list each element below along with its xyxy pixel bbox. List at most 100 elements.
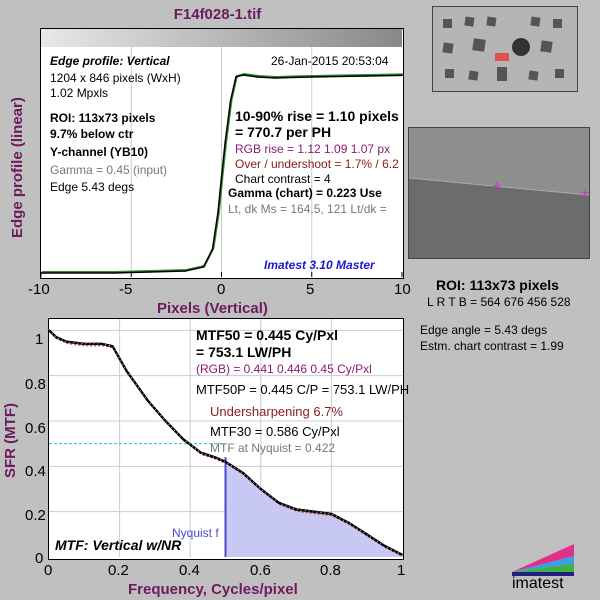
edge-x-tick: 0 [217, 281, 226, 298]
rise-value: 10-90% rise = 1.10 pixels [235, 108, 399, 124]
mtf-nyquist: MTF at Nyquist = 0.422 [210, 441, 336, 455]
edge-roi: ROI: 113x73 pixels [50, 111, 156, 125]
mtf30-value: MTF30 = 0.586 Cy/Pxl [210, 424, 340, 439]
mtf-point [101, 343, 103, 345]
mtf-point [214, 456, 216, 459]
edge-x-tick: 10 [394, 281, 411, 298]
edge-date: 26-Jan-2015 20:53:04 [271, 54, 389, 68]
mtf-point [224, 461, 227, 463]
mtf-x-tick: 0.6 [250, 562, 271, 579]
edge-point [235, 76, 237, 78]
mtf50-lwph: = 753.1 LW/PH [196, 344, 292, 360]
edge-point [292, 76, 295, 79]
mtf-y-tick: 1 [35, 331, 44, 348]
mtf-x-tick: 0 [44, 562, 53, 579]
mtf-point [348, 522, 350, 524]
mtf-point [401, 553, 403, 556]
overshoot: Over / undershoot = 1.7% / 6.2 [235, 157, 399, 171]
roi-contrast: Estm. chart contrast = 1.99 [420, 339, 564, 353]
nyquist-region [225, 461, 402, 557]
mtf50p-value: MTF50P = 0.445 C/P = 753.1 LW/PH [196, 382, 410, 397]
edge-degrees: Edge 5.43 degs [50, 180, 135, 194]
chart-thumbnail [432, 6, 578, 92]
edge-point [229, 100, 232, 102]
edge-point [184, 270, 187, 272]
mtf-x-tick: 1 [397, 562, 406, 579]
edge-channel: Y-channel (YB10) [50, 145, 149, 159]
mtf-point [260, 488, 262, 490]
edge-x-tick: -5 [119, 281, 133, 298]
edge-point [220, 176, 223, 178]
mtf-y-tick: 0.8 [25, 376, 46, 393]
roi-edge-angle: Edge angle = 5.43 degs [420, 323, 548, 337]
mtf-point [55, 336, 57, 338]
edge-x-axis-label: Pixels (Vertical) [157, 300, 268, 317]
edge-point [202, 266, 205, 268]
mtf-red-line [49, 331, 404, 558]
mtf-point [383, 544, 386, 547]
mtf-point [242, 472, 244, 474]
mtf-y-axis-label: SFR (MTF) [2, 403, 19, 478]
edge-point [148, 271, 151, 273]
roi-size: ROI: 113x73 pixels [436, 277, 559, 293]
mtf-x-tick: 0.4 [179, 562, 200, 579]
rgb-rise: RGB rise = 1.12 1.09 1.07 px [235, 142, 391, 156]
rise-per-ph: = 770.7 per PH [235, 124, 332, 140]
edge-point [329, 75, 331, 78]
edge-plot-header-bar [41, 29, 402, 47]
mtf-point [83, 343, 86, 345]
edge-x-tick: -10 [28, 281, 50, 298]
mtf-point [295, 508, 297, 511]
mtf-point [312, 510, 315, 513]
edge-point [274, 77, 277, 79]
gamma-chart: Gamma (chart) = 0.223 Use [228, 186, 382, 200]
mtf-point [277, 501, 280, 504]
edge-info-mpxls: 1.02 Mpxls [50, 86, 109, 100]
mtf-x-axis-label: Frequency, Cycles/pixel [128, 581, 298, 598]
mtf-point [182, 438, 184, 440]
edge-heading: Edge profile: Vertical [50, 54, 170, 68]
mtf-point [125, 370, 128, 372]
mtf-point [365, 533, 368, 536]
undersharpening: Undersharpening 6.7% [210, 404, 343, 419]
mtf-x-tick: 0.2 [108, 562, 129, 579]
edge-point [217, 212, 219, 214]
mtf-x-tick: 0.8 [320, 562, 341, 579]
mtf-point [330, 513, 333, 515]
mtf-point [199, 451, 202, 454]
edge-x-tick: 5 [306, 281, 315, 298]
mtf-point [164, 420, 167, 422]
chart-contrast: Chart contrast = 4 [235, 172, 331, 186]
edge-point [224, 142, 226, 144]
window-title: F14f028-1.tif [173, 6, 262, 23]
logo-text: imatest [512, 575, 564, 592]
edge-below-ctr: 9.7% below ctr [50, 127, 134, 141]
roi-marker: + [492, 179, 502, 193]
edge-point [365, 75, 367, 77]
edge-gamma-input: Gamma = 0.45 (input) [50, 163, 168, 177]
mtf-caption: MTF: Vertical w/NR [55, 537, 182, 553]
edge-point [40, 272, 42, 274]
edge-info-size: 1204 x 846 pixels (WxH) [50, 71, 181, 85]
edge-point [310, 76, 313, 78]
edge-green-line [42, 72, 404, 273]
edge-point [242, 74, 244, 76]
mtf-y-tick: 0.6 [25, 420, 46, 437]
imatest-logo: imatest [508, 542, 578, 596]
mtf-point [48, 329, 50, 332]
edge-point [401, 74, 403, 77]
edge-point [112, 272, 114, 274]
mtf-y-tick: 0 [35, 550, 44, 567]
nyquist-label: Nyquist f [172, 526, 219, 540]
mtf-point [111, 345, 114, 348]
mtf50-rgb: (RGB) = 0.441 0.446 0.45 Cy/Pxl [196, 362, 372, 376]
edge-point [211, 248, 214, 250]
roi-image: + + [408, 127, 590, 259]
mtf-point [65, 340, 68, 343]
mtf-y-tick: 0.2 [25, 507, 46, 524]
edge-point [256, 76, 259, 78]
light-dark-means: Lt, dk Ms = 164.5, 121 Lt/dk = [228, 202, 387, 216]
imatest-version: Imatest 3.10 Master [264, 258, 375, 272]
